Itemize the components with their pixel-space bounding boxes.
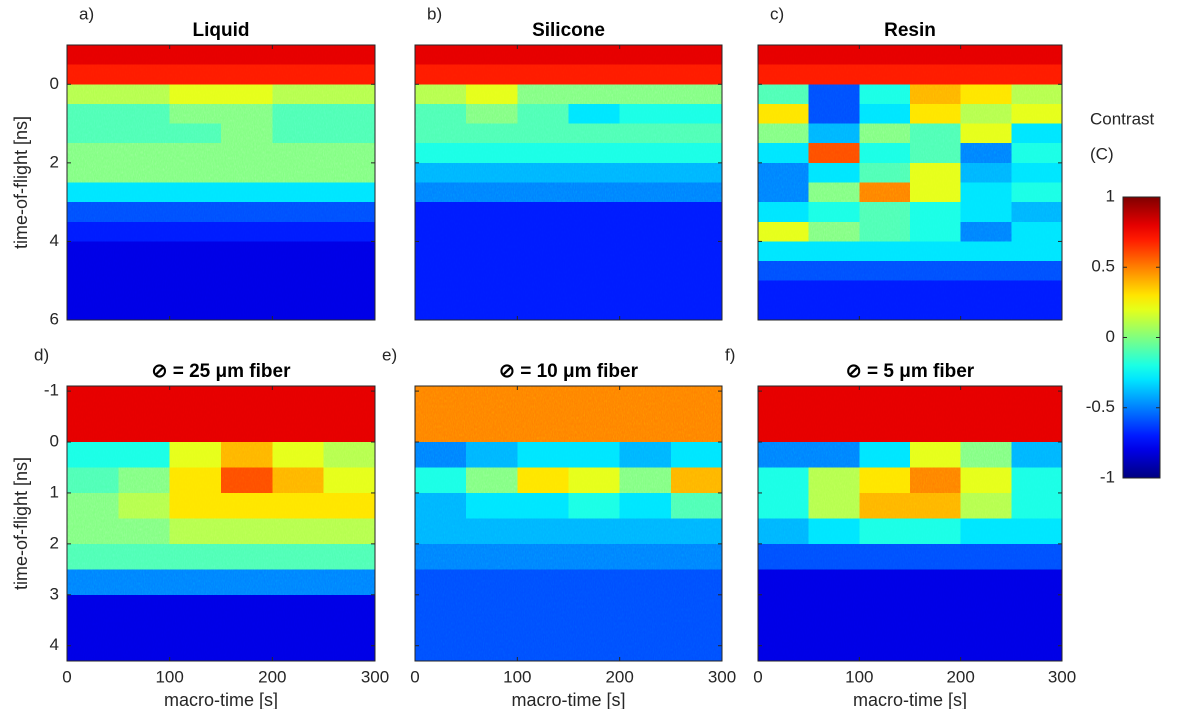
y-tick-label: 0	[50, 432, 59, 451]
colorbar-tick-label: 0	[1106, 327, 1115, 346]
x-tick-label: 300	[708, 667, 736, 686]
panel-label: e)	[382, 345, 397, 364]
texture	[67, 45, 375, 320]
y-tick-label: -1	[44, 381, 59, 400]
y-tick-label: 2	[50, 152, 59, 171]
panel-title: Liquid	[193, 20, 250, 41]
plot-frame	[414, 44, 723, 321]
y-tick-label: 4	[50, 635, 59, 654]
panel-title: ⊘ = 5 μm fiber	[846, 361, 975, 382]
y-axis-label: time-of-flight [ns]	[11, 116, 31, 249]
x-tick-label: 200	[605, 667, 633, 686]
panel-title: ⊘ = 25 μm fiber	[152, 361, 292, 382]
plot-frame	[757, 385, 1063, 662]
x-tick-label: 200	[946, 667, 974, 686]
plot-frame	[414, 385, 723, 662]
x-tick-label: 200	[258, 667, 286, 686]
colorbar-tick-label: -0.5	[1086, 397, 1115, 416]
y-tick-label: 1	[50, 482, 59, 501]
texture	[758, 45, 1062, 320]
x-tick-label: 100	[503, 667, 531, 686]
x-axis-label: macro-time [s]	[511, 690, 625, 709]
x-tick-label: 0	[62, 667, 71, 686]
colorbar-tick-label: -1	[1100, 467, 1115, 486]
texture	[415, 45, 722, 320]
x-tick-label: 100	[155, 667, 183, 686]
x-tick-label: 300	[361, 667, 389, 686]
panel-label: f)	[725, 345, 735, 364]
x-tick-label: 0	[753, 667, 762, 686]
plot-frame	[66, 44, 376, 321]
panel-label: a)	[79, 4, 94, 23]
colorbar-label: (C)	[1090, 144, 1114, 163]
colorbar-tick-label: 1	[1106, 186, 1115, 205]
y-tick-label: 3	[50, 584, 59, 603]
panel-title: ⊘ = 10 μm fiber	[499, 361, 639, 382]
x-tick-label: 300	[1048, 667, 1076, 686]
panel-label: c)	[770, 4, 784, 23]
x-axis-label: macro-time [s]	[164, 690, 278, 709]
texture	[415, 386, 722, 661]
colorbar-tick-label: 0.5	[1091, 257, 1115, 276]
y-tick-label: 0	[50, 74, 59, 93]
plot-frame	[757, 44, 1063, 321]
y-tick-label: 2	[50, 533, 59, 552]
x-axis-label: macro-time [s]	[853, 690, 967, 709]
panel-label: b)	[427, 4, 442, 23]
panel-title: Resin	[884, 20, 936, 41]
x-tick-label: 100	[845, 667, 873, 686]
plot-frame	[66, 385, 376, 662]
colorbar	[1122, 196, 1161, 479]
colorbar-label: Contrast	[1090, 109, 1155, 128]
panel-label: d)	[34, 345, 49, 364]
y-tick-label: 6	[50, 309, 59, 328]
y-tick-label: 4	[50, 231, 59, 250]
texture	[758, 386, 1062, 661]
texture	[67, 386, 375, 661]
y-axis-label: time-of-flight [ns]	[11, 457, 31, 590]
panel-title: Silicone	[532, 20, 605, 41]
x-tick-label: 0	[410, 667, 419, 686]
